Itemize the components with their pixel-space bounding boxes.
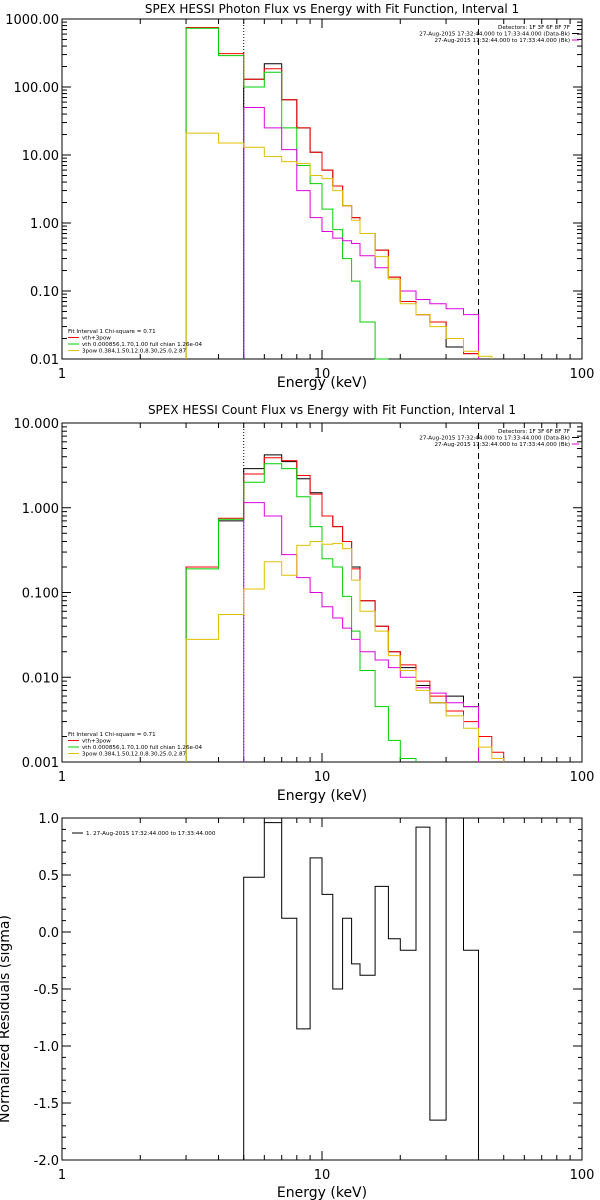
y-tick-label: 1000.00 bbox=[5, 13, 59, 28]
legend-entry: vth+3pow bbox=[82, 739, 111, 745]
legend-entry: vth 0.000856,1.70,1.00 full chian 1.26e-… bbox=[82, 342, 203, 348]
y-tick-label: 0.01 bbox=[30, 353, 59, 368]
info-text: Detectors: 1F 3F 6F 8F 7F bbox=[498, 429, 570, 435]
y-tick-label: 10.00 bbox=[22, 149, 59, 164]
y-tick-label: 10.000 bbox=[14, 417, 60, 432]
chart-title: SPEX HESSI Count Flux vs Energy with Fit… bbox=[148, 403, 516, 417]
y-tick-label: -2.0 bbox=[34, 1154, 59, 1169]
info-text: 27-Aug-2015 17:32:44.000 to 17:33:44.000… bbox=[434, 442, 570, 448]
x-axis-label: Energy (keV) bbox=[277, 788, 367, 804]
series-black-line bbox=[243, 817, 479, 1160]
x-tick-label: 10 bbox=[314, 770, 331, 785]
series-yellow-line bbox=[185, 541, 505, 762]
legend-entry: vth+3pow bbox=[82, 336, 111, 342]
x-tick-label: 100 bbox=[570, 770, 595, 785]
x-tick-label: 100 bbox=[570, 367, 595, 382]
y-tick-label: 1.00 bbox=[30, 217, 59, 232]
y-tick-label: -1.5 bbox=[34, 1097, 59, 1112]
y-tick-label: 0.100 bbox=[22, 587, 59, 602]
y-tick-label: -0.5 bbox=[34, 983, 59, 998]
legend-entry: 1. 27-Aug-2015 17:32:44.000 to 17:33:44.… bbox=[86, 831, 216, 837]
y-tick-label: 0.0 bbox=[38, 926, 59, 941]
series-yellow-line bbox=[185, 132, 493, 359]
y-tick-label: 0.001 bbox=[22, 756, 59, 771]
info-text: 27-Aug-2015 17:32:44.000 to 17:33:44.000… bbox=[419, 32, 570, 38]
chart-panel-2: SPEX HESSI Count Flux vs Energy with Fit… bbox=[14, 403, 595, 804]
info-text: 27-Aug-2015 17:32:44.000 to 17:33:44.000… bbox=[434, 38, 570, 44]
legend-entry: Fit Interval 1 Chi-square = 0.71 bbox=[68, 732, 156, 738]
y-tick-label: 0.10 bbox=[30, 285, 59, 300]
chart-title: SPEX HESSI Photon Flux vs Energy with Fi… bbox=[145, 2, 519, 16]
y-tick-label: 1.000 bbox=[22, 502, 59, 517]
y-tick-label: -1.0 bbox=[34, 1040, 59, 1055]
info-text: 27-Aug-2015 17:32:44.000 to 17:33:44.000… bbox=[419, 436, 570, 442]
chart-panel-3: 1 10 100 -2.0 -1.5 -1.0 -0.5 0.0 0.5 1.0 Energy (k… bbox=[0, 812, 594, 1200]
series-red-line bbox=[185, 457, 505, 762]
x-tick-label: 100 bbox=[570, 1168, 595, 1183]
y-tick-label: 0.010 bbox=[22, 671, 59, 686]
x-tick-label: 1 bbox=[58, 1168, 66, 1183]
series-magenta-line bbox=[243, 502, 479, 762]
x-axis-label: Energy (keV) bbox=[277, 1185, 367, 1200]
series-black-line bbox=[243, 63, 479, 359]
x-tick-label: 1 bbox=[58, 770, 66, 785]
y-tick-label: 0.5 bbox=[38, 869, 59, 884]
series-green-line bbox=[185, 27, 389, 360]
y-tick-label: 1.0 bbox=[38, 812, 59, 827]
x-axis-label: Energy (keV) bbox=[277, 375, 367, 391]
x-tick-label: 10 bbox=[314, 1168, 331, 1183]
series-green-line bbox=[185, 463, 417, 762]
x-tick-label: 1 bbox=[58, 367, 66, 382]
legend-entry: 3pow 0.384,1.50,12.0,8.30,25.0,2.87 bbox=[82, 752, 187, 758]
info-text: Detectors: 1F 3F 6F 8F 7F bbox=[498, 25, 570, 31]
x-tick-label: 10 bbox=[314, 367, 331, 382]
legend-entry: Fit Interval 1 Chi-square = 0.71 bbox=[68, 329, 156, 335]
series-magenta-line bbox=[243, 107, 479, 359]
legend-entry: 3pow 0.384,1.50,12.0,8.30,25.0,2.87 bbox=[82, 349, 187, 355]
y-tick-label: 100.00 bbox=[14, 81, 60, 96]
y-axis-label: Normalized Residuals (sigma) bbox=[0, 915, 13, 1123]
series-red-line bbox=[185, 27, 479, 359]
chart-panel-1: SPEX HESSI Photon Flux vs Energy with Fi… bbox=[5, 2, 594, 391]
legend-entry: vth 0.000856,1.70,1.00 full chian 1.26e-… bbox=[82, 745, 203, 751]
